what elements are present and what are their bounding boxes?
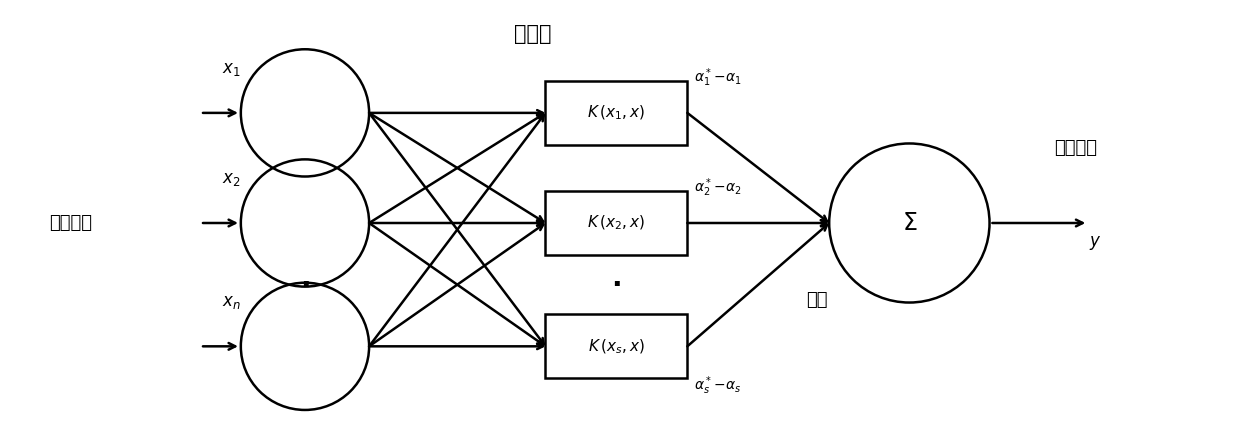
Text: $\Sigma$: $\Sigma$ <box>902 211 917 235</box>
Text: $K\,(x_2,x)$: $K\,(x_2,x)$ <box>587 214 646 232</box>
Text: 核函数: 核函数 <box>514 24 551 44</box>
Text: .: . <box>300 264 310 292</box>
Text: .: . <box>611 264 622 292</box>
Text: 回归输出: 回归输出 <box>1054 139 1098 157</box>
Text: $x_n$: $x_n$ <box>222 293 240 311</box>
Text: 权重: 权重 <box>807 291 828 309</box>
Text: $x_2$: $x_2$ <box>222 170 240 188</box>
Text: $\alpha_2^*\!-\!\alpha_2$: $\alpha_2^*\!-\!\alpha_2$ <box>694 177 741 199</box>
Text: 输入向量: 输入向量 <box>50 214 92 232</box>
Text: $x_1$: $x_1$ <box>222 60 240 78</box>
Text: $K\,(x_s,x)$: $K\,(x_s,x)$ <box>589 337 644 355</box>
Text: y: y <box>1089 231 1099 250</box>
Text: $\alpha_1^*\!-\!\alpha_1$: $\alpha_1^*\!-\!\alpha_1$ <box>694 66 741 89</box>
Text: $K\,(x_1,x)$: $K\,(x_1,x)$ <box>587 103 646 122</box>
Text: $\alpha_s^*\!-\!\alpha_s$: $\alpha_s^*\!-\!\alpha_s$ <box>694 375 741 397</box>
